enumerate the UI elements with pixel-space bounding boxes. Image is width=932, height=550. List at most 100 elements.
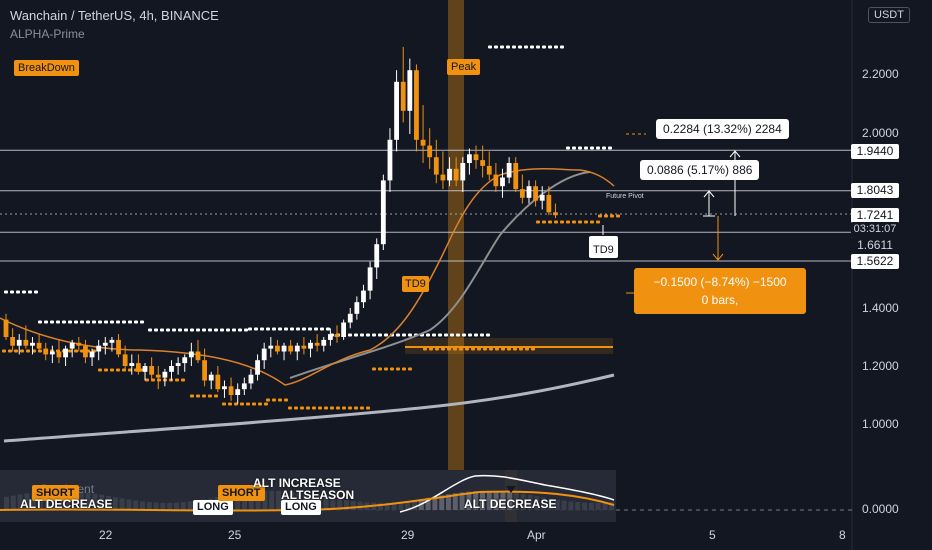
stop-dot xyxy=(390,367,394,371)
osc-bar xyxy=(10,495,16,510)
stop-dot xyxy=(178,328,182,332)
x-tick-label: 22 xyxy=(99,528,113,542)
stop-dot xyxy=(435,347,439,351)
stop-dot xyxy=(202,394,206,398)
candle-body xyxy=(248,374,254,384)
stop-dot xyxy=(524,45,528,49)
stop-dot xyxy=(184,328,188,332)
candle-body xyxy=(30,342,35,346)
stop-dot xyxy=(384,367,388,371)
osc-bar xyxy=(507,492,513,510)
stop-dot xyxy=(308,327,312,331)
osc-bar xyxy=(112,497,118,510)
y-tick-label: 1.0000 xyxy=(862,417,899,431)
osc-bar xyxy=(514,492,519,510)
osc-bar xyxy=(412,500,417,510)
candle-body xyxy=(374,244,380,268)
candle-body xyxy=(122,354,128,366)
candle-body xyxy=(367,267,373,291)
stop-dot xyxy=(62,320,66,324)
stop-dot xyxy=(266,398,270,402)
stop-dot xyxy=(128,320,132,324)
candle-body xyxy=(400,81,406,111)
osc-bar xyxy=(595,502,601,510)
alt-increase-label: ALT INCREASE xyxy=(253,476,341,490)
stop-dot xyxy=(214,394,218,398)
stop-dot xyxy=(519,347,523,351)
stop-dot xyxy=(228,402,232,406)
osc-bar xyxy=(269,490,275,510)
stop-dot xyxy=(480,333,484,337)
candle-body xyxy=(427,145,433,158)
stop-dot xyxy=(596,146,600,150)
candle-body xyxy=(387,139,393,181)
osc-bar xyxy=(4,496,9,510)
candle-body xyxy=(341,322,347,337)
stop-dot xyxy=(50,320,54,324)
candle-body xyxy=(467,154,472,163)
candle-body xyxy=(526,186,532,198)
osc-bar xyxy=(242,492,247,510)
candle-body xyxy=(440,174,446,181)
x-tick-label: 29 xyxy=(401,528,415,542)
stop-dot xyxy=(14,349,18,353)
candle-body xyxy=(162,371,168,378)
stop-dot xyxy=(8,349,12,353)
osc-bar xyxy=(357,501,363,510)
stop-dot xyxy=(360,333,364,337)
currency-button[interactable]: USDT xyxy=(868,7,910,23)
stop-dot xyxy=(459,347,463,351)
osc-line xyxy=(399,474,615,513)
stop-dot xyxy=(602,146,606,150)
td9-tag: TD9 xyxy=(402,276,429,292)
osc-bar xyxy=(106,495,111,510)
long-signal-tag: LONG xyxy=(281,500,321,515)
stop-dot xyxy=(610,214,614,218)
stop-dot xyxy=(56,320,60,324)
stop-dot xyxy=(566,146,570,150)
osc-bar xyxy=(31,492,37,510)
stop-dot xyxy=(260,327,264,331)
stop-dot xyxy=(506,45,510,49)
stop-dot xyxy=(254,327,258,331)
measure-box-down[interactable]: −0.1500 (−8.74%) −1500 0 bars, xyxy=(634,268,806,314)
moving-averages xyxy=(0,168,615,443)
osc-bar xyxy=(187,501,193,510)
level-label: 1.8043 xyxy=(851,183,899,198)
osc-bar xyxy=(459,492,465,510)
candle-body xyxy=(182,357,188,364)
stop-dot xyxy=(68,349,72,353)
stop-dot xyxy=(16,290,20,294)
candle-body xyxy=(414,70,419,140)
stop-dot xyxy=(326,327,330,331)
measure-box-small[interactable]: 0.0886 (5.17%) 886 xyxy=(640,160,760,180)
peak-band-rect xyxy=(448,0,464,470)
stop-dot xyxy=(348,406,352,410)
stop-dot xyxy=(616,214,620,218)
level-label: 1.9440 xyxy=(851,144,899,159)
candle-body xyxy=(10,337,16,346)
stop-dot xyxy=(296,327,300,331)
y-tick-label: 2.0000 xyxy=(862,126,899,140)
stop-dot xyxy=(447,347,451,351)
stop-dot xyxy=(32,349,36,353)
candle-body xyxy=(129,363,135,366)
td9-arrow xyxy=(409,291,419,299)
y-tick-label: 1.4000 xyxy=(862,301,899,315)
candle-body xyxy=(539,194,545,201)
stop-dot xyxy=(175,378,179,382)
osc-bar xyxy=(180,502,186,510)
candle-body xyxy=(506,163,512,178)
stop-dot xyxy=(500,45,504,49)
candle-body xyxy=(195,351,201,361)
measure-box-large[interactable]: 0.2284 (13.32%) 2284 xyxy=(656,119,789,139)
stop-dot xyxy=(28,290,32,294)
candle-body xyxy=(23,339,29,346)
stop-dot xyxy=(477,347,481,351)
stop-dot xyxy=(134,320,138,324)
candle-body xyxy=(188,351,194,358)
candle-body xyxy=(76,342,82,346)
stop-dot xyxy=(566,220,570,224)
stop-dot xyxy=(366,333,370,337)
osc-bar xyxy=(153,502,159,510)
